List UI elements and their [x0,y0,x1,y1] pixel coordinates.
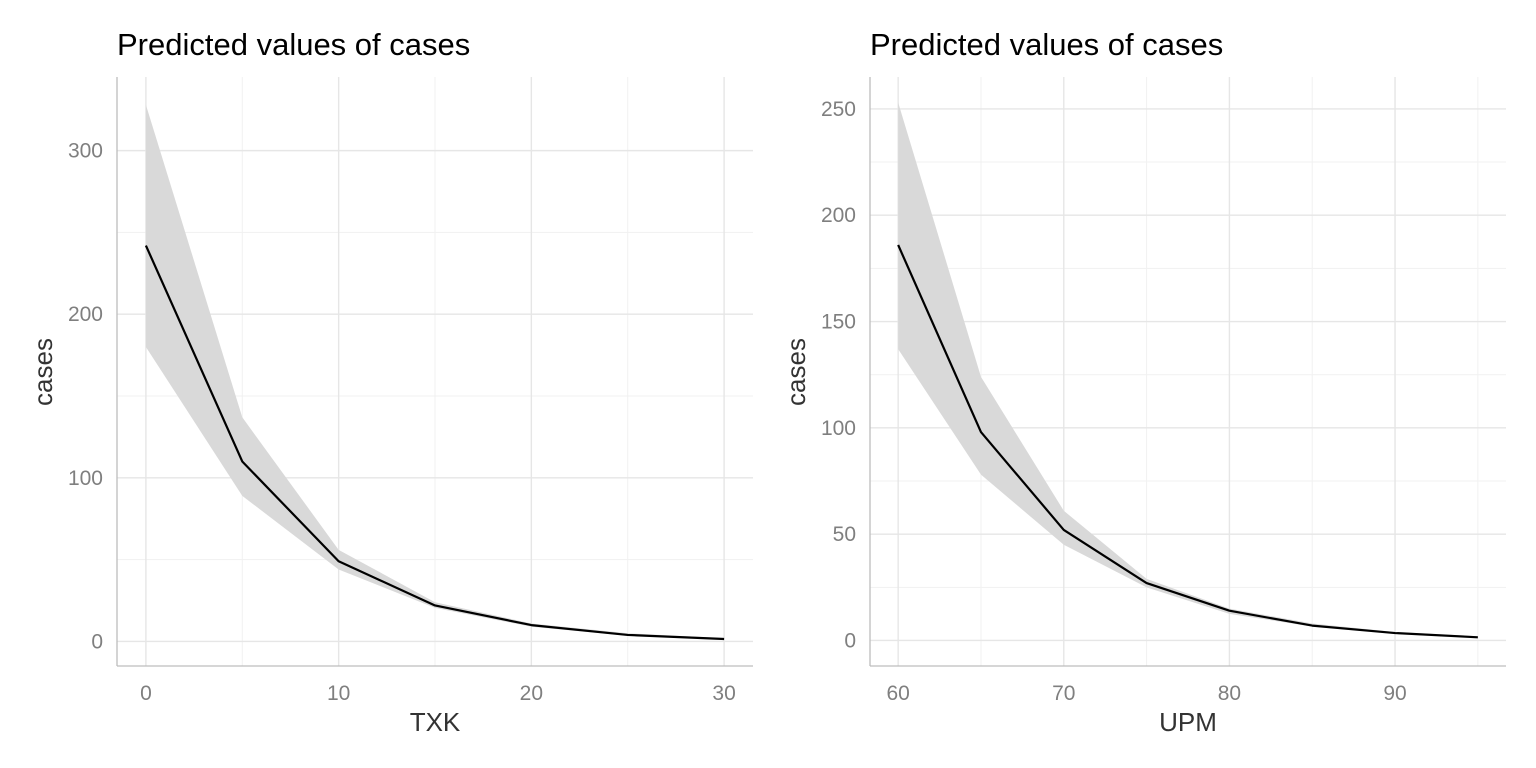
y-tick-label: 300 [68,140,103,163]
confidence-band [898,102,1478,638]
y-tick-label: 200 [821,204,856,227]
x-tick-label: 10 [327,682,350,705]
y-tick-label: 100 [821,417,856,440]
x-tick-label: 0 [140,682,152,705]
x-tick-label: 30 [712,682,735,705]
x-tick-label: 20 [520,682,543,705]
prediction-line [144,245,725,641]
y-tick-label: 100 [68,467,103,490]
prediction-line [897,244,1478,639]
x-tick-label: 90 [1383,682,1406,705]
grid [870,77,1506,666]
y-axis-title: cases [781,338,811,406]
chart-title: Predicted values of cases [870,27,1223,62]
y-tick-label: 250 [821,98,856,121]
panel-upm: Predicted values of cases UPM cases 0 50 1… [781,27,1506,737]
y-tick-label: 0 [844,629,856,652]
x-axis-title: UPM [1159,707,1217,737]
y-tick-label: 150 [821,311,856,334]
x-tick-label: 60 [886,682,909,705]
y-tick-label: 0 [91,630,103,653]
chart-title: Predicted values of cases [117,27,470,62]
y-axis-title: cases [28,338,58,406]
x-tick-label: 70 [1052,682,1075,705]
x-tick-label: 80 [1218,682,1241,705]
x-axis-title: TXK [410,707,461,737]
y-tick-label: 50 [833,523,856,546]
y-tick-label: 200 [68,303,103,326]
panel-txk: Predicted values of cases TXK cases 0100… [28,27,753,737]
confidence-band [145,104,725,640]
